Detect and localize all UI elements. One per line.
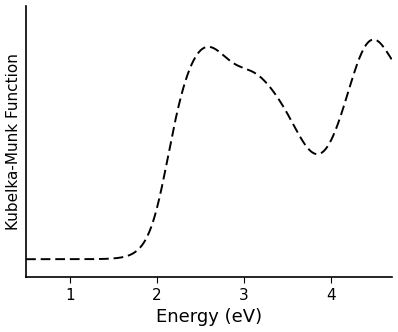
X-axis label: Energy (eV): Energy (eV) — [156, 308, 262, 326]
Y-axis label: Kubelka-Munk Function: Kubelka-Munk Function — [6, 53, 21, 230]
